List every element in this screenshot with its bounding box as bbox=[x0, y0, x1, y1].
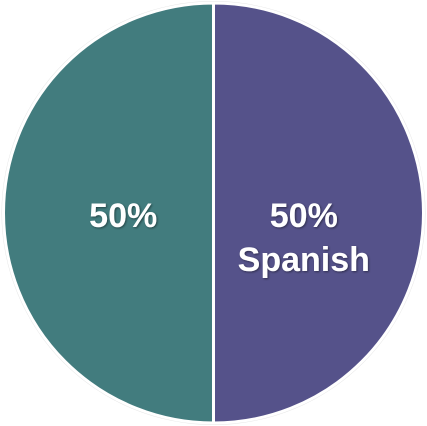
pie-slice bbox=[2, 1, 215, 425]
value-label: 50% bbox=[270, 197, 338, 235]
pie-slice bbox=[212, 1, 425, 425]
category-label: Spanish bbox=[238, 241, 370, 279]
value-label: 50% bbox=[89, 197, 157, 235]
